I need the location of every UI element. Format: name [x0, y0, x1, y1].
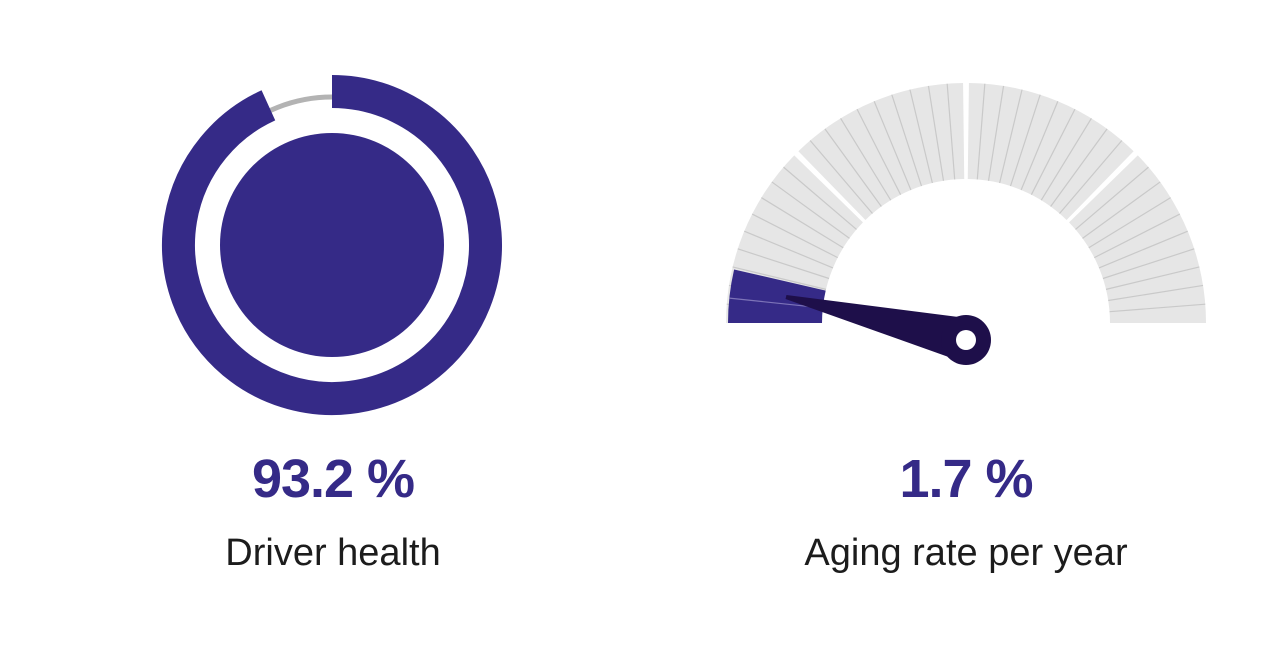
gauge-tick [809, 140, 873, 214]
driver-health-value: 93.2 % [251, 449, 415, 509]
gauge-tick [737, 248, 830, 280]
gauge-tick [732, 266, 827, 290]
gauge-tick [987, 85, 1005, 181]
ring-center-disc [220, 133, 444, 357]
gauge-tick [1020, 101, 1059, 191]
gauge-tick [1030, 108, 1076, 195]
gauge-tick [771, 181, 850, 239]
ring-progress-arc [162, 75, 502, 415]
aging-rate-label: Aging rate per year [804, 532, 1128, 574]
gauge-segment [1069, 155, 1206, 323]
gauge-tick [891, 94, 923, 187]
gauge-tick [751, 213, 838, 259]
aging-rate-widget: 1.7 % Aging rate per year [660, 0, 1280, 646]
aging-rate-gauge [726, 83, 1206, 365]
gauge-segment [798, 83, 965, 220]
driver-health-label: Driver health [225, 532, 441, 574]
gauge-tick [927, 85, 945, 181]
gauge-tick [999, 89, 1023, 184]
needle-shaft [785, 295, 972, 362]
gauge-tick [976, 83, 986, 180]
gauge-tick [761, 197, 844, 249]
gauge-tick [840, 118, 892, 201]
gauge-tick [1088, 197, 1171, 249]
gauge-tick [1075, 166, 1149, 230]
aging-rate-value: 1.7 % [899, 449, 1033, 509]
gauge-tick [1102, 248, 1195, 280]
gauge-tick [873, 101, 912, 191]
gauge-tick [1082, 181, 1161, 239]
gauge-tick [1059, 140, 1123, 214]
gauge-needle [785, 295, 991, 365]
gauge-tick [783, 166, 857, 230]
gauge-fill-arc [728, 269, 826, 323]
gauge-tick [1040, 118, 1092, 201]
driver-health-ring [162, 75, 502, 415]
gauge-tick [909, 89, 933, 184]
gauge-segment [967, 83, 1134, 220]
gauge-tick [824, 128, 882, 207]
gauge-tick [1098, 230, 1188, 269]
gauge-tick [1109, 303, 1206, 313]
driver-health-widget: 93.2 % Driver health [162, 75, 502, 574]
gauge-tick [1050, 128, 1108, 207]
gauge-tick [946, 83, 956, 180]
gauge-tick [1094, 213, 1181, 259]
gauge-tick [1009, 94, 1041, 187]
needle-pin [956, 330, 976, 350]
gauge-tick [1108, 284, 1204, 302]
gauge-tick [1105, 266, 1200, 290]
gauge-tick [744, 230, 834, 269]
gauge-tick [856, 108, 902, 195]
